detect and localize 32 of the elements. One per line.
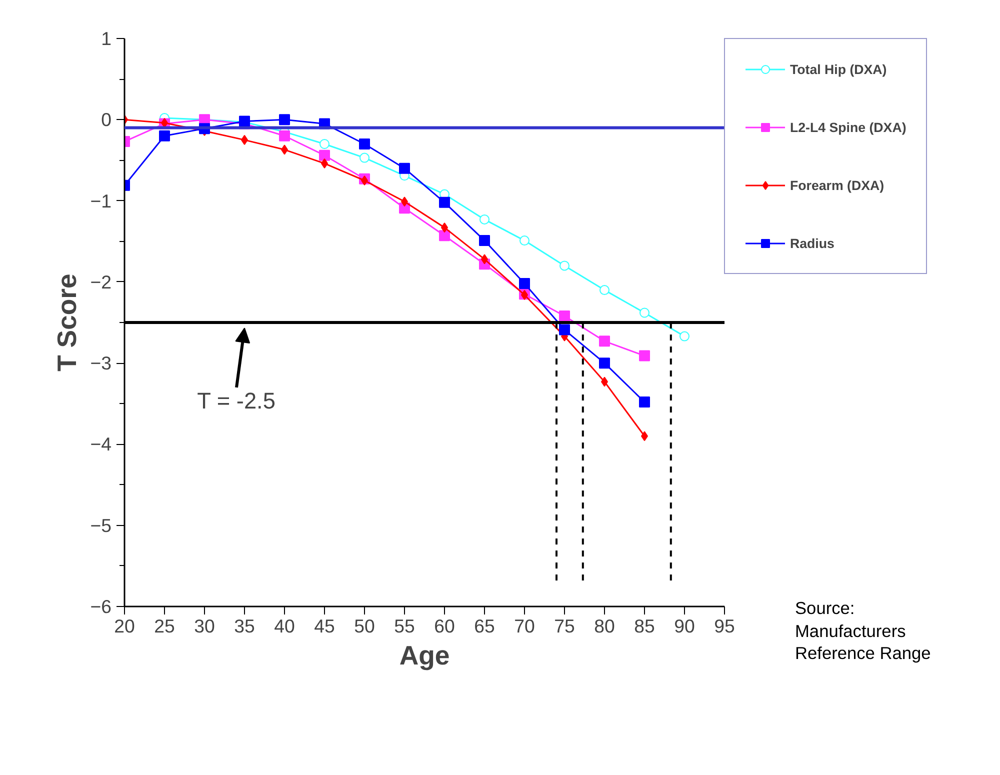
y-tick-label: −1 (90, 190, 112, 212)
source-note: Source: Manufacturers Reference Range (795, 597, 931, 665)
y-tick-label: −3 (90, 352, 112, 374)
legend-label: L2-L4 Spine (DXA) (790, 120, 906, 134)
ref-line-label: T = -2.5 (197, 387, 276, 414)
legend-label: Forearm (DXA) (790, 178, 884, 192)
y-axis-title: T Score (52, 274, 82, 372)
y-tick-label: −5 (90, 514, 112, 536)
x-tick-label: 70 (514, 616, 535, 636)
x-tick-label: 65 (474, 616, 495, 636)
y-tick-label: −6 (90, 596, 112, 617)
x-tick-label: 40 (274, 616, 295, 636)
x-tick-label: 35 (234, 616, 255, 636)
x-tick-label: 95 (714, 616, 735, 636)
x-tick-label: 25 (154, 616, 175, 636)
y-tick-label: −2 (90, 271, 112, 292)
x-tick-label: 85 (634, 616, 655, 636)
x-tick-label: 20 (114, 616, 135, 636)
y-tick-label: 1 (101, 28, 112, 49)
x-axis-title: Age (399, 640, 450, 670)
x-tick-label: 50 (354, 616, 375, 636)
x-tick-label: 90 (674, 616, 695, 636)
x-tick-label: 30 (194, 616, 215, 636)
x-tick-label: 55 (394, 616, 415, 636)
x-tick-label: 60 (434, 616, 455, 636)
x-tick-label: 45 (314, 616, 335, 636)
y-tick-label: −4 (90, 434, 112, 455)
y-tick-label: 0 (101, 109, 112, 130)
legend-label: Total Hip (DXA) (790, 62, 887, 76)
x-tick-label: 80 (594, 616, 615, 636)
legend-label: Radius (790, 236, 834, 250)
x-tick-label: 75 (554, 616, 575, 636)
